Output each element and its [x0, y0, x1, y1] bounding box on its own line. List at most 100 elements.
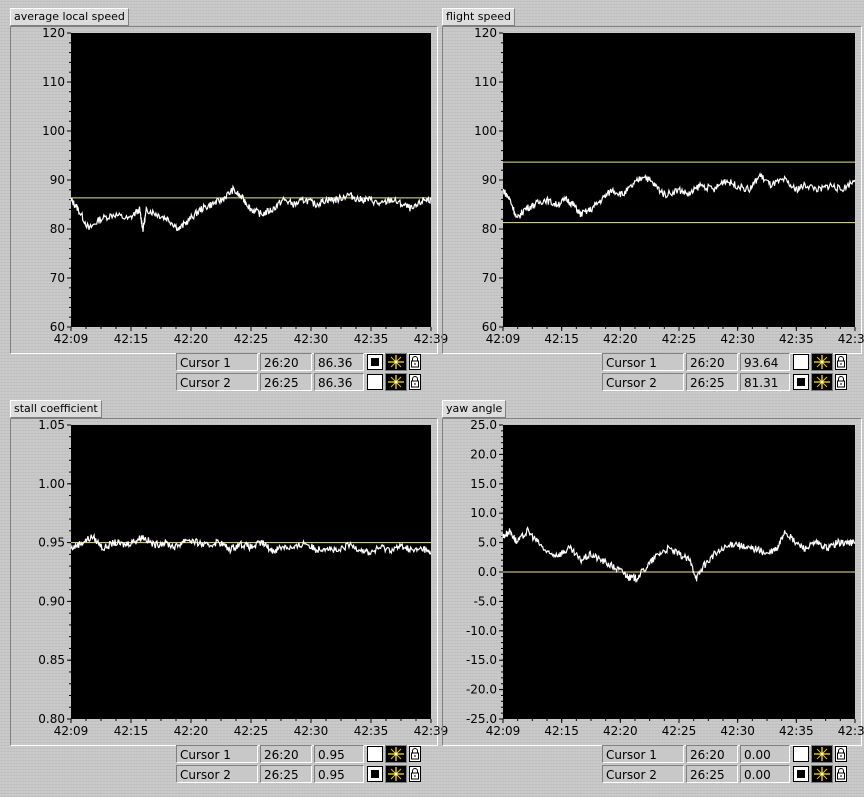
y-tick-label: 10.0: [470, 506, 497, 520]
y-tick-label: 120: [474, 26, 497, 40]
cursor-row: Cursor 2 26:25 86.36: [176, 373, 438, 393]
x-tick-label: 42:25: [234, 724, 269, 738]
y-tick-label: 0.95: [38, 536, 65, 550]
y-tick-label: 60: [50, 320, 65, 334]
x-tick-label: 42:35: [779, 332, 814, 346]
cursor-style-button[interactable]: [793, 374, 809, 390]
y-tick-label: -15.0: [466, 653, 497, 667]
waveform-graph-yaw-angle[interactable]: 25.0 20.0 15.0 10.0 5.0 0.0 -5.0 -10.0 -15.0 -20.…: [443, 418, 864, 745]
lock-icon[interactable]: [835, 766, 847, 782]
cursor-row: Cursor 2 26:25 0.00: [602, 765, 864, 785]
graph-title: stall coefficient: [10, 400, 102, 418]
y-tick-label: 5.0: [478, 536, 497, 550]
y-tick-label: 1.00: [38, 477, 65, 491]
cursor-style-button[interactable]: [367, 374, 383, 390]
x-tick-label: 42:39: [414, 724, 449, 738]
plot-area[interactable]: [503, 33, 855, 327]
cursor-y-value: 0.00: [740, 765, 790, 783]
crosshair-icon[interactable]: [385, 353, 407, 371]
x-tick-label: 42:09: [54, 332, 89, 346]
y-tick-label: 70: [50, 271, 65, 285]
lock-icon[interactable]: [835, 354, 847, 370]
cursor-name[interactable]: Cursor 1: [602, 745, 684, 763]
cursor-style-button[interactable]: [367, 354, 383, 370]
cursor-y-value: 81.31: [740, 373, 790, 391]
y-tick-label: 0.90: [38, 594, 65, 608]
cursor-y-value: 0.00: [740, 745, 790, 763]
lock-icon[interactable]: [835, 746, 847, 762]
cursor-x-value: 26:25: [686, 765, 738, 783]
crosshair-icon[interactable]: [811, 745, 833, 763]
x-tick-label: 42:25: [662, 724, 697, 738]
cursor-name[interactable]: Cursor 2: [602, 373, 684, 391]
graph-frame: 60 70 80 90 100 110 120 42:09 42:15 42:20 42:25 42:…: [442, 26, 864, 354]
y-tick-label: 60: [482, 320, 497, 334]
cursor-style-button[interactable]: [367, 766, 383, 782]
y-tick-label: 20.0: [470, 447, 497, 461]
cursor-x-value: 26:20: [686, 353, 738, 371]
cursor-name[interactable]: Cursor 2: [602, 765, 684, 783]
crosshair-icon[interactable]: [811, 765, 833, 783]
cursor-x-value: 26:25: [260, 373, 312, 391]
data-trace: [70, 184, 432, 232]
x-tick-label: 42:30: [720, 332, 755, 346]
x-tick-label: 42:09: [486, 332, 521, 346]
crosshair-icon[interactable]: [811, 373, 833, 391]
cursor-x-value: 26:20: [260, 745, 312, 763]
y-tick-label: 25.0: [470, 418, 497, 432]
cursor-name[interactable]: Cursor 1: [176, 745, 258, 763]
cursor-name[interactable]: Cursor 2: [176, 373, 258, 391]
cursor-style-button[interactable]: [793, 354, 809, 370]
cursor-y-value: 93.64: [740, 353, 790, 371]
lock-icon[interactable]: [409, 374, 421, 390]
x-tick-label: 42:30: [294, 724, 329, 738]
cursor-style-button[interactable]: [793, 746, 809, 762]
waveform-graph-flight-speed[interactable]: 60 70 80 90 100 110 120 42:09 42:15 42:20 42:25 42:…: [443, 26, 864, 353]
lock-icon[interactable]: [409, 766, 421, 782]
crosshair-icon[interactable]: [385, 745, 407, 763]
x-tick-label: 42:30: [294, 332, 329, 346]
plot-area[interactable]: [71, 425, 431, 719]
crosshair-icon[interactable]: [385, 373, 407, 391]
graph-title: average local speed: [10, 8, 129, 26]
cursor-y-value: 0.95: [314, 765, 364, 783]
plot-area[interactable]: [71, 33, 431, 327]
x-tick-label: 42:39: [838, 332, 864, 346]
y-tick-label: -20.0: [466, 683, 497, 697]
lock-icon[interactable]: [409, 354, 421, 370]
y-tick-label: 90: [50, 173, 65, 187]
lock-icon[interactable]: [835, 374, 847, 390]
cursor-x-value: 26:25: [686, 373, 738, 391]
cursor-x-value: 26:20: [686, 745, 738, 763]
waveform-graph-stall-coefficient[interactable]: 0.80 0.85 0.90 0.95 1.00 1.05 42:09 42:15 42:20 4…: [11, 418, 448, 745]
crosshair-icon[interactable]: [385, 765, 407, 783]
y-tick-label: 110: [42, 75, 65, 89]
x-tick-label: 42:25: [234, 332, 269, 346]
y-tick-label: 0.80: [38, 712, 65, 726]
x-tick-label: 42:30: [720, 724, 755, 738]
x-tick-label: 42:20: [174, 332, 209, 346]
cursor-style-button[interactable]: [793, 766, 809, 782]
cursor-name[interactable]: Cursor 2: [176, 765, 258, 783]
cursor-style-button[interactable]: [367, 746, 383, 762]
panel-flight-speed: flight speed 60 70 80 90 100 110 120 42:09 42:15…: [442, 8, 864, 400]
y-tick-label: 0.85: [38, 653, 65, 667]
cursor-name[interactable]: Cursor 1: [602, 353, 684, 371]
y-tick-label: -10.0: [466, 624, 497, 638]
cursor-x-value: 26:20: [260, 353, 312, 371]
cursor-y-value: 86.36: [314, 373, 364, 391]
x-tick-label: 42:15: [544, 724, 579, 738]
y-tick-label: 15.0: [470, 477, 497, 491]
data-trace: [502, 171, 856, 219]
data-trace: [70, 532, 432, 556]
x-tick-label: 42:15: [114, 332, 149, 346]
waveform-graph-average-local-speed[interactable]: 60 70 80 90 100 110 120 42:09 42:15 42:20 42:25 42:…: [11, 26, 448, 353]
y-tick-label: 100: [474, 124, 497, 138]
crosshair-icon[interactable]: [811, 353, 833, 371]
cursor-y-value: 0.95: [314, 745, 364, 763]
cursor-name[interactable]: Cursor 1: [176, 353, 258, 371]
cursor-row: Cursor 2 26:25 81.31: [602, 373, 864, 393]
x-tick-label: 42:35: [779, 724, 814, 738]
lock-icon[interactable]: [409, 746, 421, 762]
cursor-x-value: 26:25: [260, 765, 312, 783]
